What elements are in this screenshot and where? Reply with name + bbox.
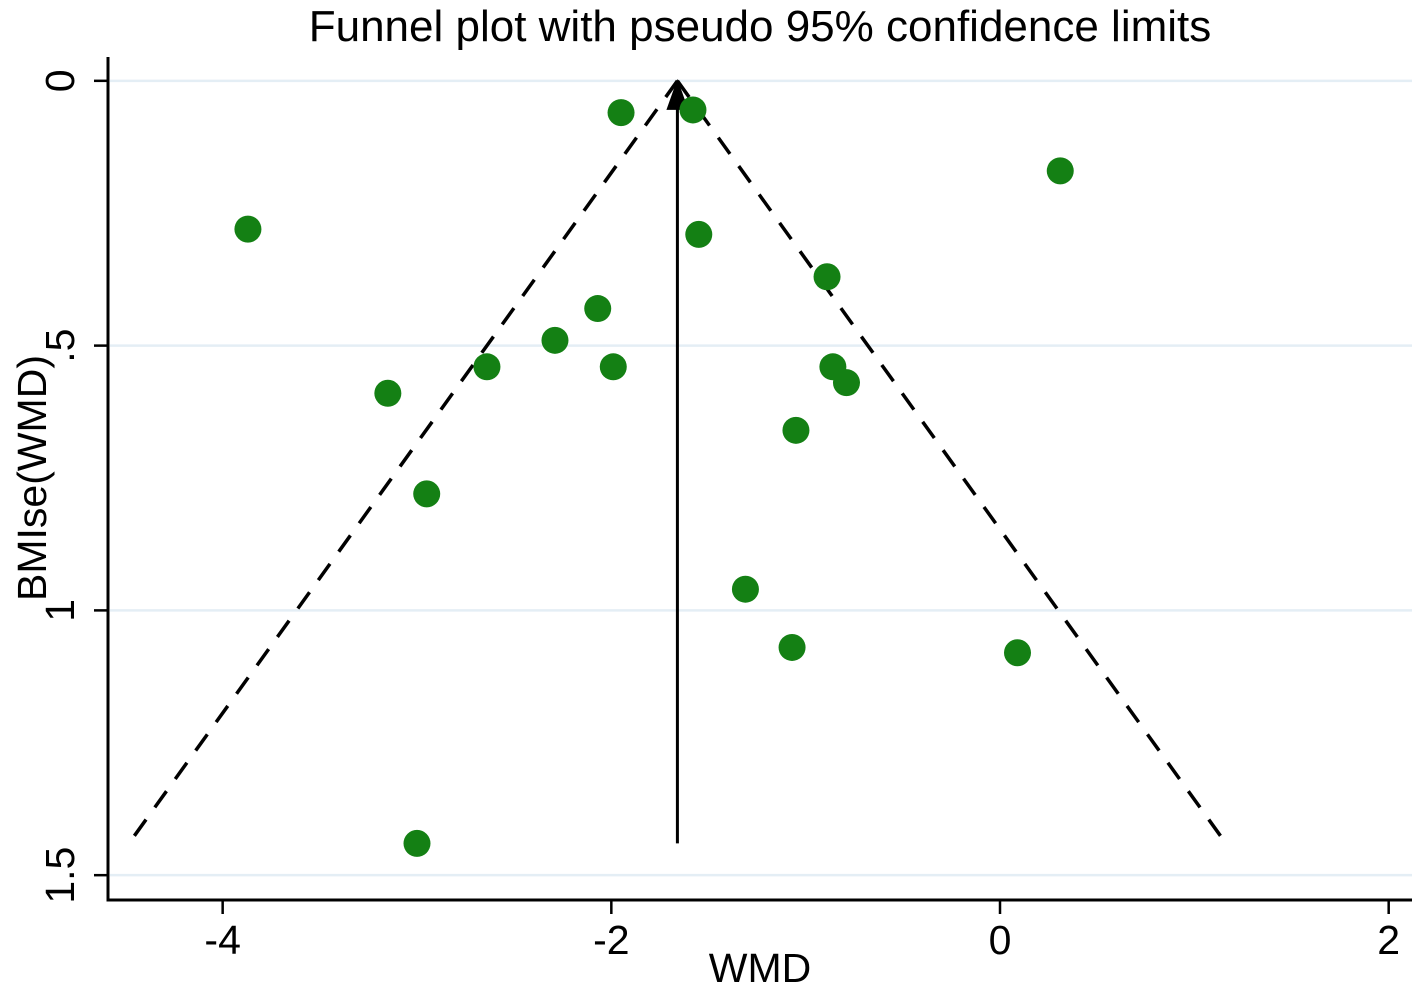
data-point [599,353,627,381]
x-tick-label: 0 [989,917,1012,963]
funnel-left-limit [131,79,679,840]
data-point [782,416,810,444]
y-tick-label: 1 [37,599,83,622]
data-point [813,263,841,291]
data-point [607,99,635,127]
data-point [685,220,713,248]
data-point [374,379,402,407]
x-axis-title: WMD [709,945,811,991]
chart-title: Funnel plot with pseudo 95% confidence l… [308,2,1212,51]
data-point [832,369,860,397]
data-point [403,829,431,857]
funnel-right-limit [675,79,1224,840]
x-tick-label: 2 [1377,917,1400,963]
data-point [584,295,612,323]
y-tick-label: 0 [37,69,83,92]
y-tick-label: .5 [37,329,83,363]
data-point [731,575,759,603]
data-point [234,215,262,243]
data-point [1003,639,1031,667]
data-point [541,326,569,354]
data-point [778,633,806,661]
y-tick-label: 1.5 [37,847,83,904]
x-tick-label: -4 [204,917,240,963]
y-axis-title: BMIse(WMD) [9,355,55,601]
data-point [1046,157,1074,185]
data-point [679,96,707,124]
data-point [413,480,441,508]
x-tick-label: -2 [593,917,629,963]
data-point [473,353,501,381]
